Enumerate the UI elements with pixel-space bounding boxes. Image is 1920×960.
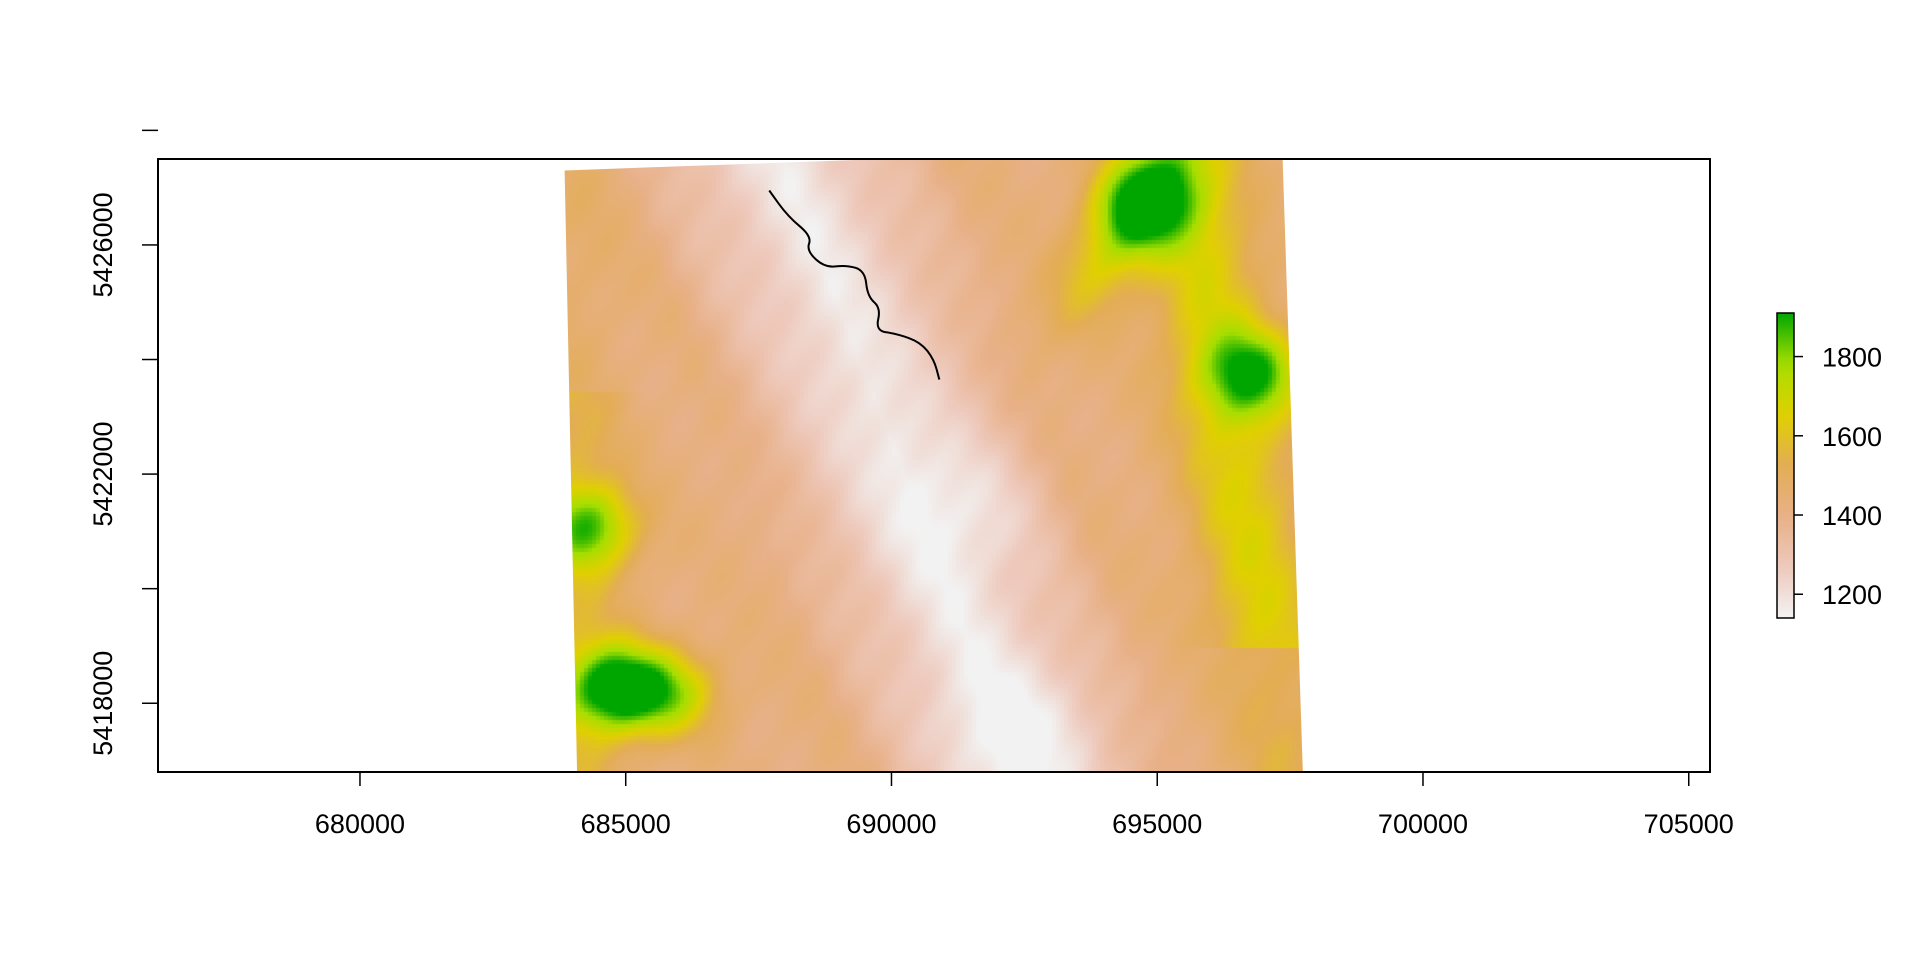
x-tick-label: 695000 [1112,809,1202,839]
color-legend: 1200 1400 1600 1800 [1776,312,1882,619]
river-line [768,189,941,380]
x-tick-label: 700000 [1378,809,1468,839]
river-line-layer [768,189,941,380]
y-tick-label: 5426000 [88,192,118,297]
legend-tick-label: 1600 [1822,422,1882,452]
legend-color-bar [1776,312,1795,619]
y-axis: 5418000 5422000 5426000 [88,129,158,756]
legend-tick-label: 1200 [1822,580,1882,610]
legend-tick-label: 1800 [1822,343,1882,373]
x-tick-label: 690000 [846,809,936,839]
x-tick-label: 685000 [581,809,671,839]
legend-tick-label: 1400 [1822,501,1882,531]
x-tick-label: 705000 [1644,809,1734,839]
x-axis: 680000 685000 690000 695000 700000 705000 [315,771,1734,839]
y-tick-label: 5418000 [88,651,118,756]
x-tick-label: 680000 [315,809,405,839]
y-tick-label: 5422000 [88,422,118,527]
